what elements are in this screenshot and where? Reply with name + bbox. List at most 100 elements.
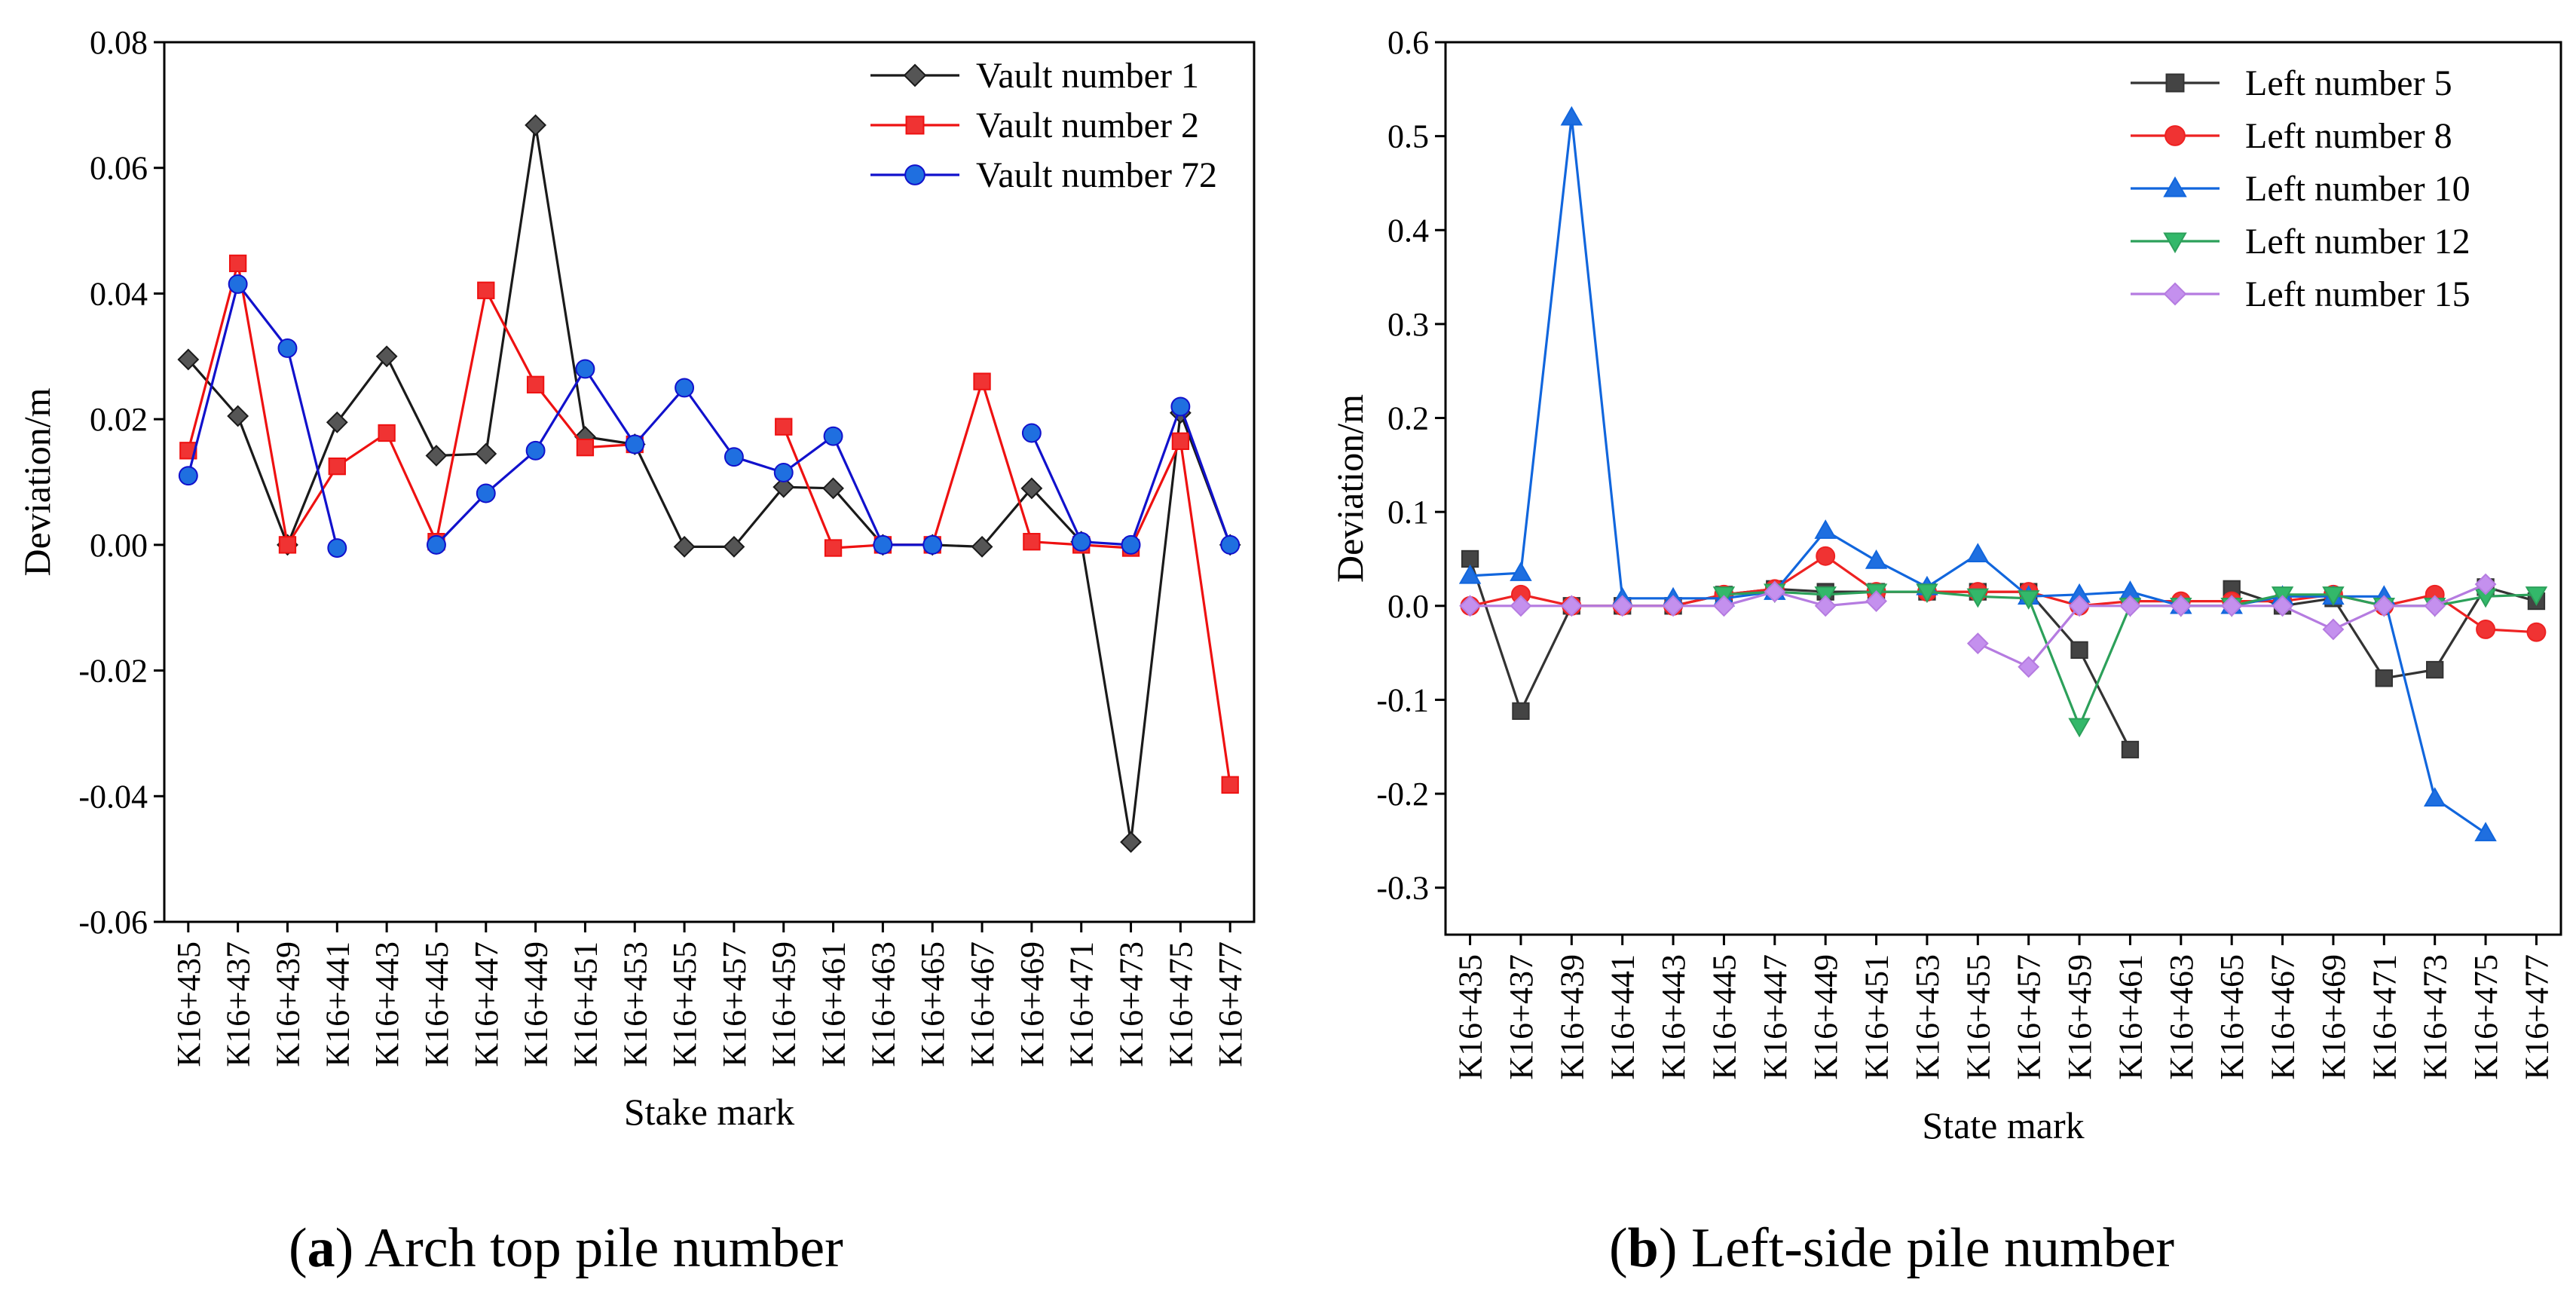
series-line [187, 283, 338, 549]
legend-marker [904, 164, 925, 185]
series-2 [1458, 106, 2497, 842]
y-tick-label: 0.4 [1387, 212, 1429, 249]
x-tick-label: K16+459 [766, 941, 803, 1067]
data-point [1966, 543, 1990, 562]
legend-entry-0: Vault number 1 [870, 56, 1199, 96]
y-tick-label: 0.00 [90, 527, 148, 564]
x-tick-label: K16+457 [2011, 954, 2048, 1080]
data-point [1865, 590, 1887, 612]
data-point [2017, 590, 2040, 610]
data-point [475, 442, 497, 465]
legend-label: Vault number 2 [976, 106, 1199, 145]
data-point [2170, 595, 2192, 617]
data-point [1713, 595, 1735, 617]
legend-label: Left number 12 [2245, 222, 2470, 262]
y-tick-label: 0.06 [90, 150, 148, 187]
data-point [2068, 595, 2091, 617]
x-tick-label: K16+441 [1605, 954, 1641, 1080]
data-point [1560, 595, 1583, 617]
legend-label: Vault number 72 [976, 155, 1217, 195]
series-line [1470, 555, 2537, 634]
y-tick-label: -0.3 [1376, 870, 1429, 907]
x-tick-label: K16+463 [2163, 954, 2200, 1080]
y-tick-label: 0.3 [1387, 306, 1429, 343]
data-point [775, 418, 793, 436]
data-point [2322, 586, 2345, 606]
caption-paren-open: ( [1609, 1217, 1628, 1279]
data-point [526, 375, 545, 393]
caption-paren-close: ) [1659, 1217, 1691, 1279]
data-point [2272, 595, 2293, 617]
x-tick-label: K16+451 [1859, 954, 1895, 1080]
data-point [2375, 669, 2393, 687]
data-point [2525, 586, 2548, 606]
legend-entry-1: Vault number 2 [870, 106, 1199, 145]
data-point [973, 372, 991, 390]
data-point [1120, 831, 1142, 853]
data-point [178, 466, 198, 486]
x-tick-label: K16+473 [1113, 941, 1150, 1067]
x-tick-label: K16+471 [1063, 941, 1100, 1067]
x-tick-label: K16+445 [418, 941, 455, 1067]
legend-marker [905, 115, 925, 135]
data-point [625, 434, 645, 455]
data-point [971, 535, 993, 558]
data-point [2424, 595, 2446, 617]
y-tick-label: 0.6 [1387, 24, 1429, 61]
data-point [1220, 534, 1241, 555]
x-tick-label: K16+469 [1014, 941, 1051, 1067]
caption-text: Left-side pile number [1691, 1217, 2174, 1279]
data-point [675, 378, 695, 398]
data-point [2018, 656, 2040, 678]
x-tick-label: K16+451 [567, 941, 604, 1067]
series-line [782, 380, 1231, 785]
data-point [823, 426, 843, 446]
data-point [327, 538, 347, 558]
data-point [425, 445, 448, 467]
data-point [477, 281, 495, 299]
y-tick-label: 0.04 [90, 275, 148, 312]
x-tick-label: K16+471 [2366, 954, 2403, 1080]
series-2 [178, 274, 1241, 558]
x-tick-label: K16+439 [269, 941, 306, 1067]
plot-frame [1444, 41, 2562, 936]
data-point [177, 348, 200, 371]
data-point [228, 254, 247, 273]
data-point [723, 535, 745, 558]
legend-entry-4: Left number 15 [2131, 274, 2470, 314]
y-axis-title: Deviation/m [1329, 394, 1371, 583]
data-point [525, 114, 547, 136]
x-tick-label: K16+441 [319, 941, 356, 1067]
data-point [922, 534, 943, 555]
data-point [228, 274, 248, 294]
series-line [1030, 405, 1231, 546]
y-tick-label: -0.06 [78, 904, 148, 941]
legend-entry-0: Left number 5 [2131, 63, 2452, 103]
x-tick-label: K16+457 [716, 941, 753, 1067]
x-tick-label: K16+455 [666, 941, 703, 1067]
legend-entry-2: Vault number 72 [870, 155, 1217, 195]
data-point [673, 535, 696, 558]
x-tick-label: K16+447 [1757, 954, 1794, 1080]
data-point [1560, 106, 1583, 126]
x-tick-label: K16+461 [815, 941, 852, 1067]
y-tick-label: 0.5 [1387, 118, 1429, 155]
x-tick-label: K16+475 [2467, 954, 2504, 1080]
series-line [187, 262, 635, 546]
data-point [576, 438, 595, 457]
caption-paren-open: ( [289, 1217, 307, 1279]
x-tick-label: K16+477 [1212, 941, 1249, 1067]
x-tick-label: K16+467 [2265, 954, 2302, 1080]
x-axis-title: State mark [1922, 1104, 2084, 1146]
legend-label: Left number 5 [2245, 63, 2452, 103]
data-point [1170, 396, 1191, 417]
data-point [1510, 595, 1532, 617]
data-point [873, 534, 893, 555]
data-point [1023, 533, 1041, 551]
caption-text: Arch top pile number [365, 1217, 843, 1279]
data-point [824, 539, 843, 557]
data-point [2322, 618, 2345, 641]
data-point [179, 442, 197, 460]
data-point [1916, 583, 1938, 604]
x-tick-label: K16+463 [864, 941, 901, 1067]
